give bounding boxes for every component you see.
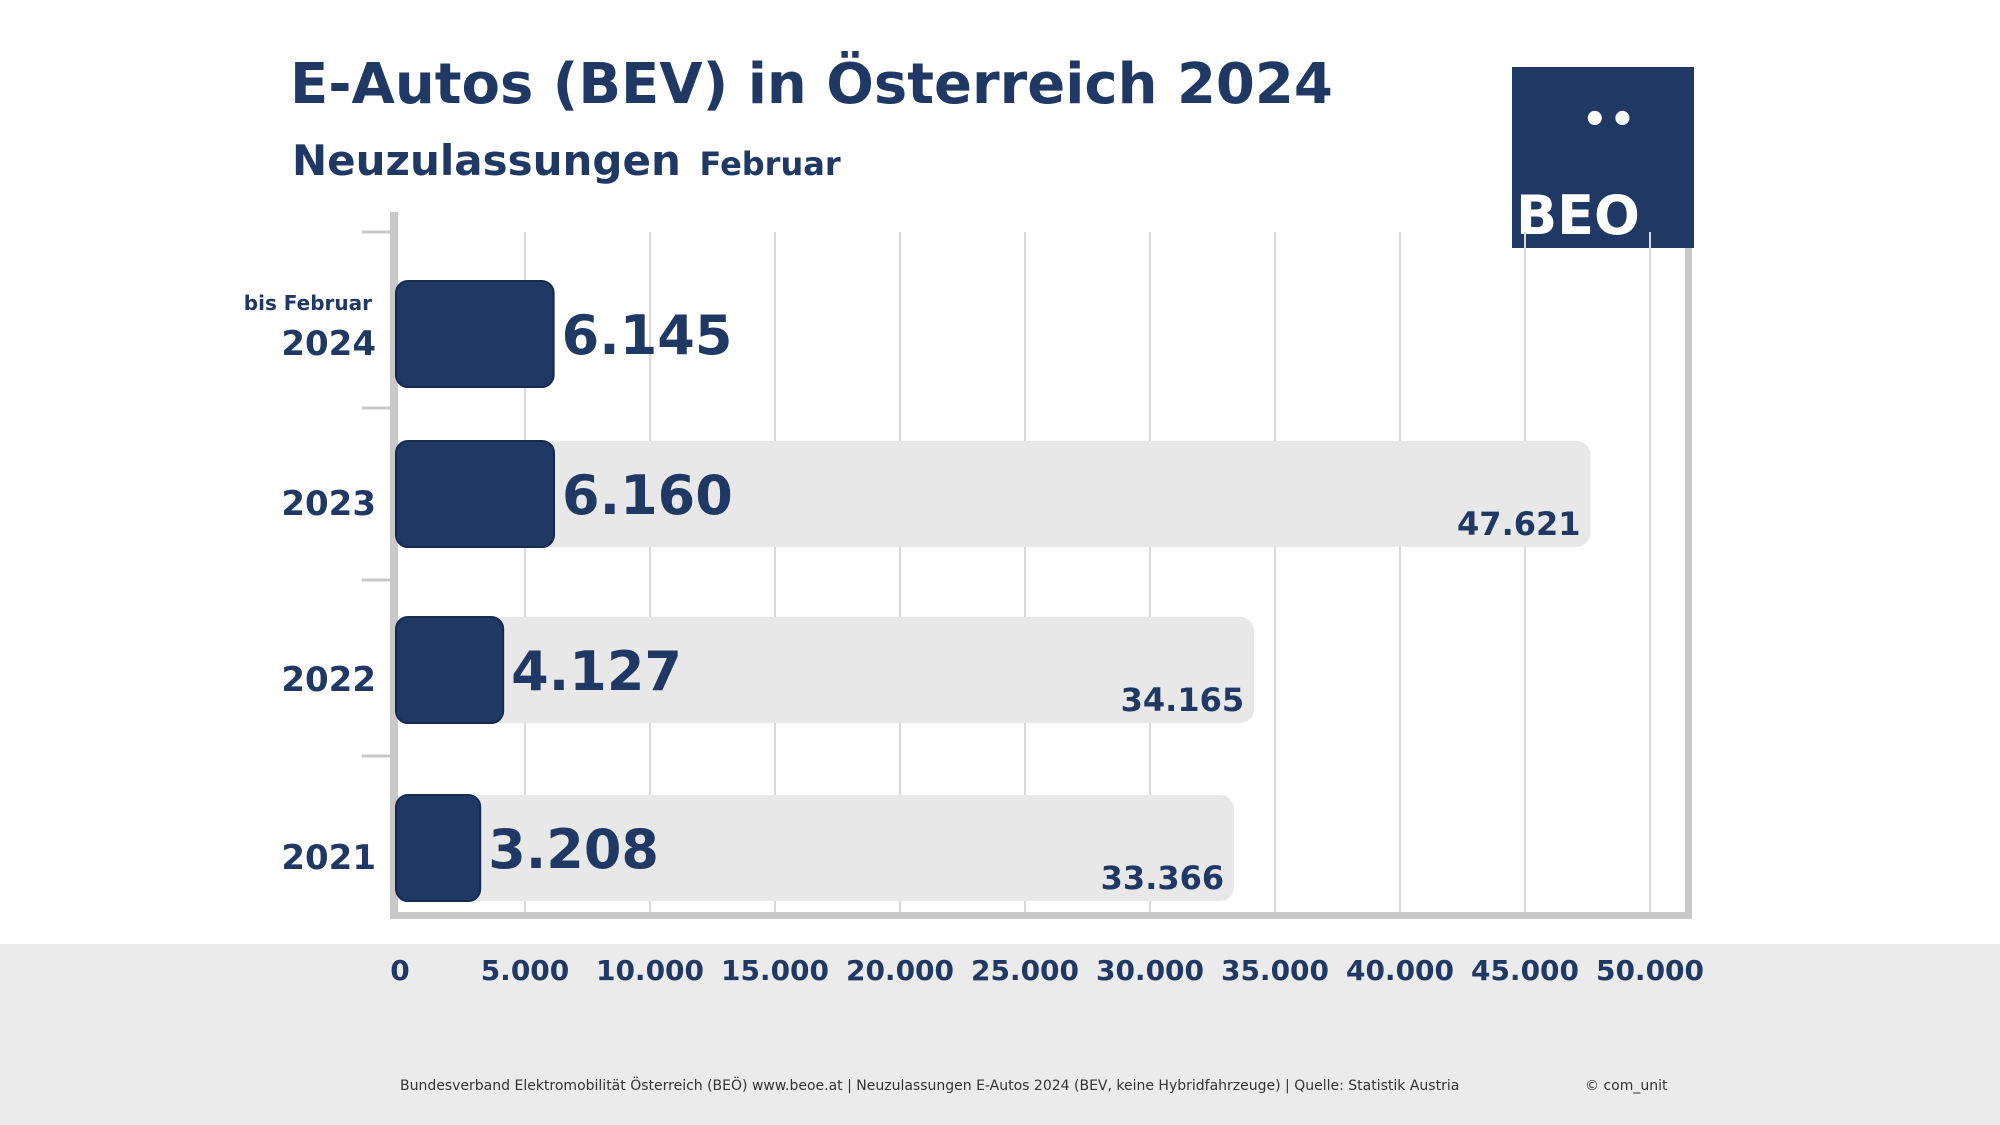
footer-copyright: © com_unit	[1585, 1078, 1668, 1094]
subtitle-month: Februar	[699, 145, 841, 183]
total-bar-2023	[400, 441, 1591, 547]
x-tick-label-4: 20.000	[846, 954, 954, 987]
x-tick-label-1: 5.000	[481, 954, 570, 987]
total-bar-2022	[400, 617, 1255, 723]
category-prefix-2024: bis Februar	[244, 291, 372, 315]
value-label-2022: 4.127	[511, 640, 682, 703]
right-frame-line	[1685, 248, 1692, 919]
logo-text: BEO	[1516, 184, 1640, 247]
x-axis-line	[390, 912, 1692, 919]
logo-dots: ••	[1582, 97, 1638, 143]
x-tick-label-2: 10.000	[596, 954, 704, 987]
total-label-2021: 33.366	[1101, 859, 1224, 897]
footer-band	[0, 944, 2000, 1125]
total-bar-2021	[400, 795, 1235, 901]
x-tick-label-0: 0	[390, 954, 409, 987]
category-label-2022: 2022	[281, 660, 376, 700]
chart-title: E-Autos (BEV) in Österreich 2024	[290, 52, 1333, 117]
category-label-2021: 2021	[281, 838, 376, 878]
x-tick-label-7: 35.000	[1221, 954, 1329, 987]
subtitle-main: Neuzulassungen	[292, 136, 681, 185]
value-label-2021: 3.208	[488, 818, 659, 881]
x-tick-label-5: 25.000	[971, 954, 1079, 987]
x-tick-label-9: 45.000	[1471, 954, 1579, 987]
chart-subtitle: Neuzulassungen Februar	[292, 136, 841, 185]
value-label-2024: 6.145	[562, 304, 733, 367]
x-tick-label-10: 50.000	[1596, 954, 1704, 987]
y-axis-line	[390, 212, 398, 918]
x-tick-label-3: 15.000	[721, 954, 829, 987]
footer-source: Bundesverband Elektromobilität Österreic…	[400, 1078, 1460, 1094]
x-tick-label-6: 30.000	[1096, 954, 1204, 987]
total-label-2022: 34.165	[1121, 681, 1244, 719]
value-bar-2023	[395, 440, 555, 548]
value-bar-2022	[395, 616, 505, 724]
category-label-2023: 2023	[281, 484, 376, 524]
category-label-2024: 2024	[281, 324, 376, 364]
beo-logo: •• BEO	[1512, 67, 1694, 248]
total-label-2023: 47.621	[1457, 505, 1580, 543]
value-label-2023: 6.160	[562, 464, 733, 527]
x-tick-label-8: 40.000	[1346, 954, 1454, 987]
value-bar-2024	[395, 280, 555, 388]
value-bar-2021	[395, 794, 482, 902]
